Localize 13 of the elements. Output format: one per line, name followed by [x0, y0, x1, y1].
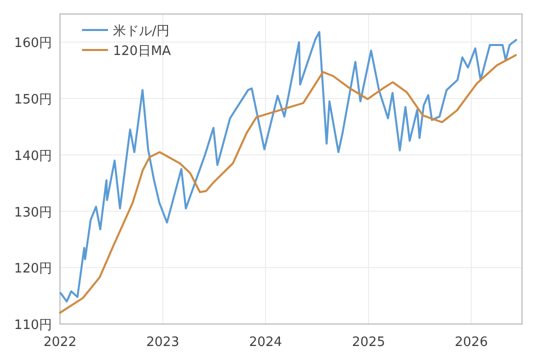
xtick: 2025	[352, 335, 386, 350]
xtick: 2023	[146, 335, 180, 350]
xtick: 2024	[248, 335, 282, 350]
xtick: 2022	[43, 335, 77, 350]
xtick: 2026	[454, 335, 488, 350]
ytick: 120円	[14, 262, 52, 277]
ytick: 130円	[14, 205, 52, 220]
legend-label: 米ドル/円	[113, 24, 170, 39]
ytick: 140円	[14, 148, 52, 164]
legend-label: 120日MA	[113, 44, 171, 59]
ytick: 150円	[14, 92, 52, 108]
ytick: 110円	[14, 318, 52, 333]
ytick: 160円	[14, 36, 52, 52]
